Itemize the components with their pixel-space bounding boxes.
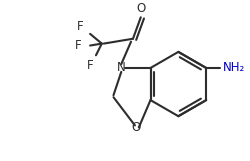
- Text: O: O: [136, 2, 145, 15]
- Text: O: O: [131, 121, 140, 134]
- Text: N: N: [117, 62, 126, 74]
- Text: F: F: [87, 59, 94, 71]
- Text: F: F: [77, 20, 84, 33]
- Text: NH₂: NH₂: [223, 62, 245, 74]
- Text: F: F: [75, 39, 82, 52]
